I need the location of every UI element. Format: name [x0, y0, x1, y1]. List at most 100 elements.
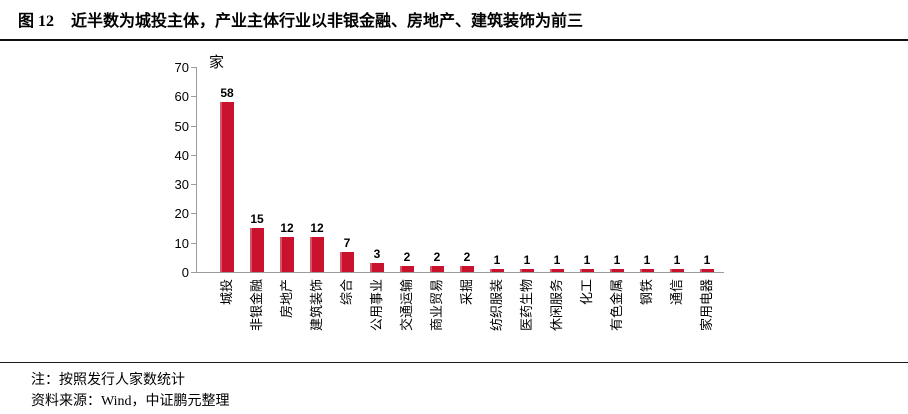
y-axis-tick — [191, 125, 197, 127]
bar — [310, 236, 324, 272]
bar-slot: 2 商业贸易 — [422, 67, 452, 331]
x-axis-label: 纺织服装 — [489, 279, 504, 369]
x-axis-label-text: 交通运输 — [399, 279, 414, 332]
bar-slot: 1 纺织服装 — [482, 67, 512, 331]
x-axis-label: 休闲服务 — [549, 279, 564, 369]
bar — [670, 269, 684, 272]
y-axis-tick-label: 10 — [174, 235, 189, 251]
bar-slot: 2 采掘 — [452, 67, 482, 305]
x-axis-label: 采掘 — [459, 279, 474, 369]
bar-value-label: 1 — [523, 253, 531, 268]
y-axis-tick — [191, 272, 197, 273]
bar-value-label: 58 — [220, 86, 234, 101]
x-axis-label: 综合 — [339, 279, 354, 369]
x-axis-label-text: 家用电器 — [699, 279, 714, 332]
bar — [370, 263, 384, 272]
bar-value-label: 3 — [373, 247, 381, 262]
x-axis-label-text: 综合 — [339, 279, 354, 306]
x-axis-label-text: 纺织服装 — [489, 279, 504, 332]
bar — [340, 251, 354, 272]
x-axis-label-text: 城投 — [219, 279, 234, 306]
title-divider — [0, 39, 908, 41]
bar — [550, 269, 564, 272]
bar-value-label: 1 — [493, 253, 501, 268]
bar-slot: 1 化工 — [572, 67, 602, 305]
x-axis-label: 房地产 — [279, 279, 294, 369]
bar — [430, 266, 444, 272]
bar — [700, 269, 714, 272]
x-axis-label: 建筑装饰 — [309, 279, 324, 369]
y-axis-tick-label: 30 — [174, 177, 189, 193]
bar — [220, 102, 234, 272]
data-source: 资料来源：Wind，中证鹏元整理 — [31, 394, 230, 409]
x-axis-label: 非银金融 — [249, 279, 264, 369]
bar-value-label: 1 — [643, 253, 651, 268]
bar — [280, 236, 294, 272]
bar-slot: 1 通信 — [662, 67, 692, 305]
x-axis-label-text: 有色金属 — [609, 279, 624, 332]
x-axis-label: 家用电器 — [699, 279, 714, 369]
x-axis-label: 化工 — [579, 279, 594, 369]
bar-value-label: 1 — [553, 253, 561, 268]
bar-slot: 12 房地产 — [272, 67, 302, 318]
chart-note: 注：按照发行人家数统计 — [31, 373, 185, 388]
bar-value-label: 12 — [310, 220, 324, 235]
y-axis-tick-label: 40 — [174, 147, 189, 163]
x-axis-label: 公用事业 — [369, 279, 384, 369]
x-axis-label-text: 医药生物 — [519, 279, 534, 332]
x-axis-label: 通信 — [669, 279, 684, 369]
bar-value-label: 2 — [403, 250, 411, 265]
bar — [580, 269, 594, 272]
bar-slot: 15 非银金融 — [242, 67, 272, 331]
bar-slot: 58 城投 — [212, 67, 242, 305]
bar — [640, 269, 654, 272]
bar-slot: 1 医药生物 — [512, 67, 542, 331]
bar-value-label: 12 — [280, 220, 294, 235]
bar-value-label: 2 — [433, 250, 441, 265]
x-axis-label-text: 非银金融 — [249, 279, 264, 332]
bar — [400, 266, 414, 272]
bar-value-label: 2 — [463, 250, 471, 265]
x-axis-label-text: 公用事业 — [369, 279, 384, 332]
y-axis-tick — [191, 242, 197, 244]
x-axis-label: 商业贸易 — [429, 279, 444, 369]
x-axis-label: 城投 — [219, 279, 234, 369]
y-axis-tick — [191, 67, 197, 68]
bar-slot: 1 休闲服务 — [542, 67, 572, 331]
y-axis-tick-label: 50 — [174, 118, 189, 134]
bar-slot: 2 交通运输 — [392, 67, 422, 331]
x-axis-label: 有色金属 — [609, 279, 624, 369]
bar-slot: 1 钢铁 — [632, 67, 662, 305]
y-axis-tick — [191, 213, 197, 215]
x-axis-label: 医药生物 — [519, 279, 534, 369]
bar-value-label: 1 — [613, 253, 621, 268]
bar-value-label: 1 — [673, 253, 681, 268]
y-axis-tick-label: 60 — [174, 89, 189, 105]
x-axis-label-text: 采掘 — [459, 279, 474, 306]
bar — [490, 269, 504, 272]
bar-slot: 3 公用事业 — [362, 67, 392, 331]
x-axis-label-text: 建筑装饰 — [309, 279, 324, 332]
bar-value-label: 15 — [250, 212, 264, 227]
bar — [250, 228, 264, 272]
y-axis-tick-label: 70 — [174, 60, 189, 75]
y-axis-tick — [191, 184, 197, 186]
bar — [520, 269, 534, 272]
bar-slot: 12 建筑装饰 — [302, 67, 332, 331]
bar-slot: 1 有色金属 — [602, 67, 632, 331]
x-axis-label: 钢铁 — [639, 279, 654, 369]
x-axis-label-text: 商业贸易 — [429, 279, 444, 332]
bar-value-label: 1 — [703, 253, 711, 268]
figure-title-text: 近半数为城投主体，产业主体行业以非银金融、房地产、建筑装饰为前三 — [71, 13, 584, 30]
bar-chart: 家 0 10 20 30 40 50 60 70 58 城投 15 非银金融 12 房地产 12 建筑装饰 7… — [175, 55, 724, 331]
x-axis-label-text: 休闲服务 — [549, 279, 564, 332]
x-axis-label-text: 房地产 — [279, 279, 294, 319]
x-axis-label: 交通运输 — [399, 279, 414, 369]
y-axis-tick — [191, 96, 197, 98]
bar-slot: 1 家用电器 — [692, 67, 722, 331]
y-axis-tick-label: 0 — [181, 265, 189, 280]
bar-value-label: 7 — [343, 235, 351, 250]
y-axis-tick — [191, 154, 197, 156]
y-axis-tick-label: 20 — [174, 206, 189, 222]
